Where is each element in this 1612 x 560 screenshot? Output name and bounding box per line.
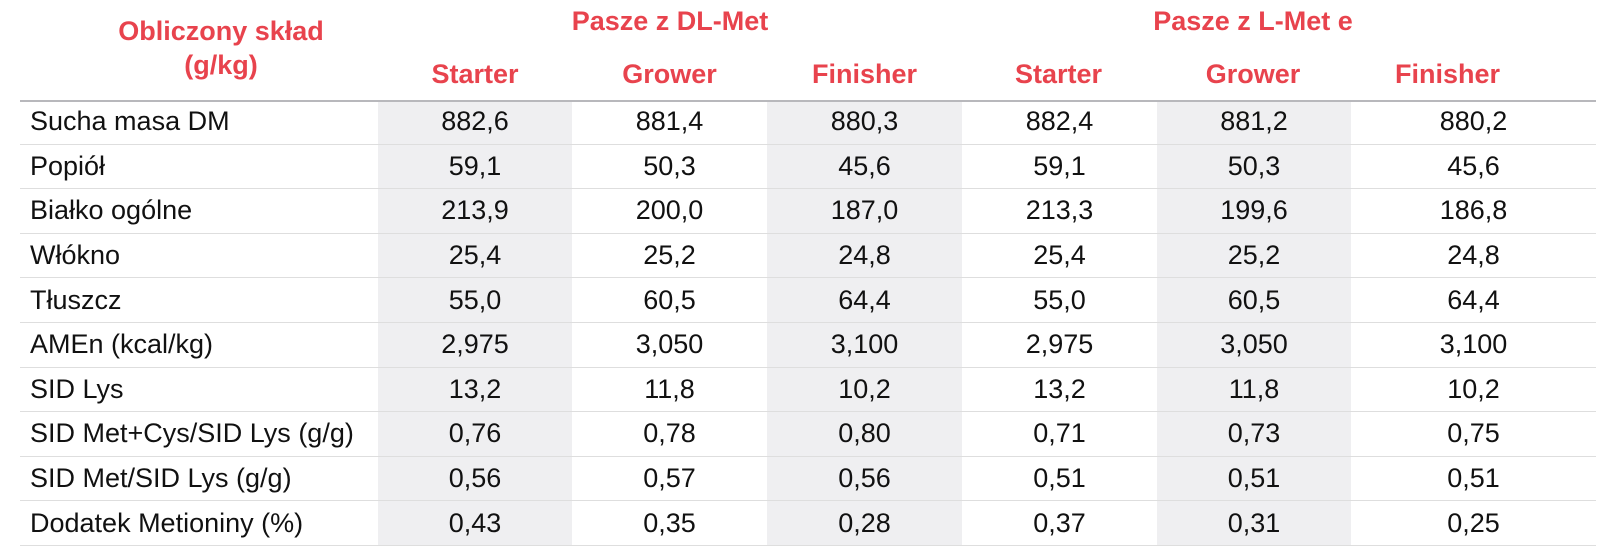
table-cell: 0,28 (767, 500, 962, 546)
row-label: Tłuszcz (20, 277, 378, 323)
table-cell: 0,51 (962, 456, 1157, 502)
table-cell: 64,4 (1351, 277, 1596, 323)
table-cell: 0,43 (378, 500, 572, 546)
table-cell: 25,4 (378, 233, 572, 279)
table-cell: 45,6 (1351, 144, 1596, 190)
table-cell: 0,78 (572, 411, 767, 457)
table-cell: 60,5 (572, 277, 767, 323)
table-row: Włókno 25,4 25,2 24,8 25,4 25,2 24,8 (20, 233, 1596, 279)
table-cell: 45,6 (767, 144, 962, 190)
table-cell: 0,56 (767, 456, 962, 502)
table-row: Białko ogólne 213,9 200,0 187,0 213,3 199,6 18… (20, 188, 1596, 234)
corner-header-line-2: (g/kg) (184, 50, 258, 80)
table-cell: 187,0 (767, 188, 962, 234)
table-row: Popiół 59,1 50,3 45,6 59,1 50,3 45,6 (20, 144, 1596, 190)
row-label: Popiół (20, 144, 378, 190)
row-label: Sucha masa DM (20, 100, 378, 145)
table-cell: 10,2 (1351, 367, 1596, 413)
table-cell: 0,80 (767, 411, 962, 457)
composition-table: Sucha masa DM 882,6 881,4 880,3 882,4 881,2 88… (20, 100, 1596, 546)
row-label: AMEn (kcal/kg) (20, 322, 378, 368)
table-cell: 881,4 (572, 100, 767, 145)
table-cell: 25,4 (962, 233, 1157, 279)
table-cell: 10,2 (767, 367, 962, 413)
table-top-rule (20, 100, 1596, 102)
phase-header: Finisher (811, 59, 918, 89)
table-cell: 55,0 (378, 277, 572, 323)
corner-header-line-1: Obliczony skład (118, 16, 324, 46)
table-cell: 3,100 (767, 322, 962, 368)
table-cell: 0,37 (962, 500, 1157, 546)
table-cell: 11,8 (1157, 367, 1351, 413)
table-row: SID Lys 13,2 11,8 10,2 13,2 11,8 10,2 (20, 367, 1596, 413)
table-cell: 882,6 (378, 100, 572, 145)
table-cell: 25,2 (1157, 233, 1351, 279)
table-cell: 0,73 (1157, 411, 1351, 457)
table-cell: 880,2 (1351, 100, 1596, 145)
table-row: AMEn (kcal/kg) 2,975 3,050 3,100 2,975 3,050 3… (20, 322, 1596, 368)
row-label: SID Met+Cys/SID Lys (g/g) (20, 411, 378, 457)
table-cell: 0,71 (962, 411, 1157, 457)
phase-header: Grower (1205, 59, 1301, 89)
table-row: SID Met+Cys/SID Lys (g/g) 0,76 0,78 0,80 0,7… (20, 411, 1596, 457)
table-cell: 0,31 (1157, 500, 1351, 546)
table-cell: 3,100 (1351, 322, 1596, 368)
row-label: Włókno (20, 233, 378, 279)
table-cell: 2,975 (962, 322, 1157, 368)
table-cell: 199,6 (1157, 188, 1351, 234)
table-cell: 13,2 (378, 367, 572, 413)
group-header-l-met: Pasze z L-Met e (1153, 6, 1353, 36)
table-cell: 0,35 (572, 500, 767, 546)
table-cell: 64,4 (767, 277, 962, 323)
table-cell: 186,8 (1351, 188, 1596, 234)
table-cell: 24,8 (767, 233, 962, 279)
table-cell: 213,3 (962, 188, 1157, 234)
table-row: SID Met/SID Lys (g/g) 0,56 0,57 0,56 0,51 0,5… (20, 456, 1596, 502)
table-row: Sucha masa DM 882,6 881,4 880,3 882,4 881,2 88… (20, 100, 1596, 145)
corner-header: Obliczony skład (g/kg) (20, 14, 422, 82)
table-cell: 60,5 (1157, 277, 1351, 323)
table-cell: 880,3 (767, 100, 962, 145)
phase-header: Grower (622, 59, 717, 89)
table-cell: 0,51 (1157, 456, 1351, 502)
table-cell: 59,1 (962, 144, 1157, 190)
table-cell: 882,4 (962, 100, 1157, 145)
table-cell: 3,050 (1157, 322, 1351, 368)
table-cell: 3,050 (572, 322, 767, 368)
table-cell: 13,2 (962, 367, 1157, 413)
row-label: SID Met/SID Lys (g/g) (20, 456, 378, 502)
table-cell: 0,56 (378, 456, 572, 502)
table-cell: 0,75 (1351, 411, 1596, 457)
table-cell: 55,0 (962, 277, 1157, 323)
table-cell: 0,25 (1351, 500, 1596, 546)
table-cell: 2,975 (378, 322, 572, 368)
table-cell: 50,3 (1157, 144, 1351, 190)
table-cell: 11,8 (572, 367, 767, 413)
table-row: Tłuszcz 55,0 60,5 64,4 55,0 60,5 64,4 (20, 277, 1596, 323)
phase-header: Finisher (1394, 59, 1501, 89)
table-cell: 0,57 (572, 456, 767, 502)
table-cell: 50,3 (572, 144, 767, 190)
table-row: Dodatek Metioniny (%) 0,43 0,35 0,28 0,37 0,3… (20, 500, 1596, 546)
table-cell: 213,9 (378, 188, 572, 234)
row-label: Dodatek Metioniny (%) (20, 500, 378, 546)
table-cell: 0,76 (378, 411, 572, 457)
row-label: SID Lys (20, 367, 378, 413)
row-label: Białko ogólne (20, 188, 378, 234)
table-cell: 59,1 (378, 144, 572, 190)
table-cell: 200,0 (572, 188, 767, 234)
table-cell: 24,8 (1351, 233, 1596, 279)
group-header-dl-met: Pasze z DL-Met (571, 6, 769, 36)
table-cell: 0,51 (1351, 456, 1596, 502)
phase-header: Starter (431, 59, 519, 89)
phase-header: Starter (1014, 59, 1103, 89)
table-cell: 25,2 (572, 233, 767, 279)
table-cell: 881,2 (1157, 100, 1351, 145)
